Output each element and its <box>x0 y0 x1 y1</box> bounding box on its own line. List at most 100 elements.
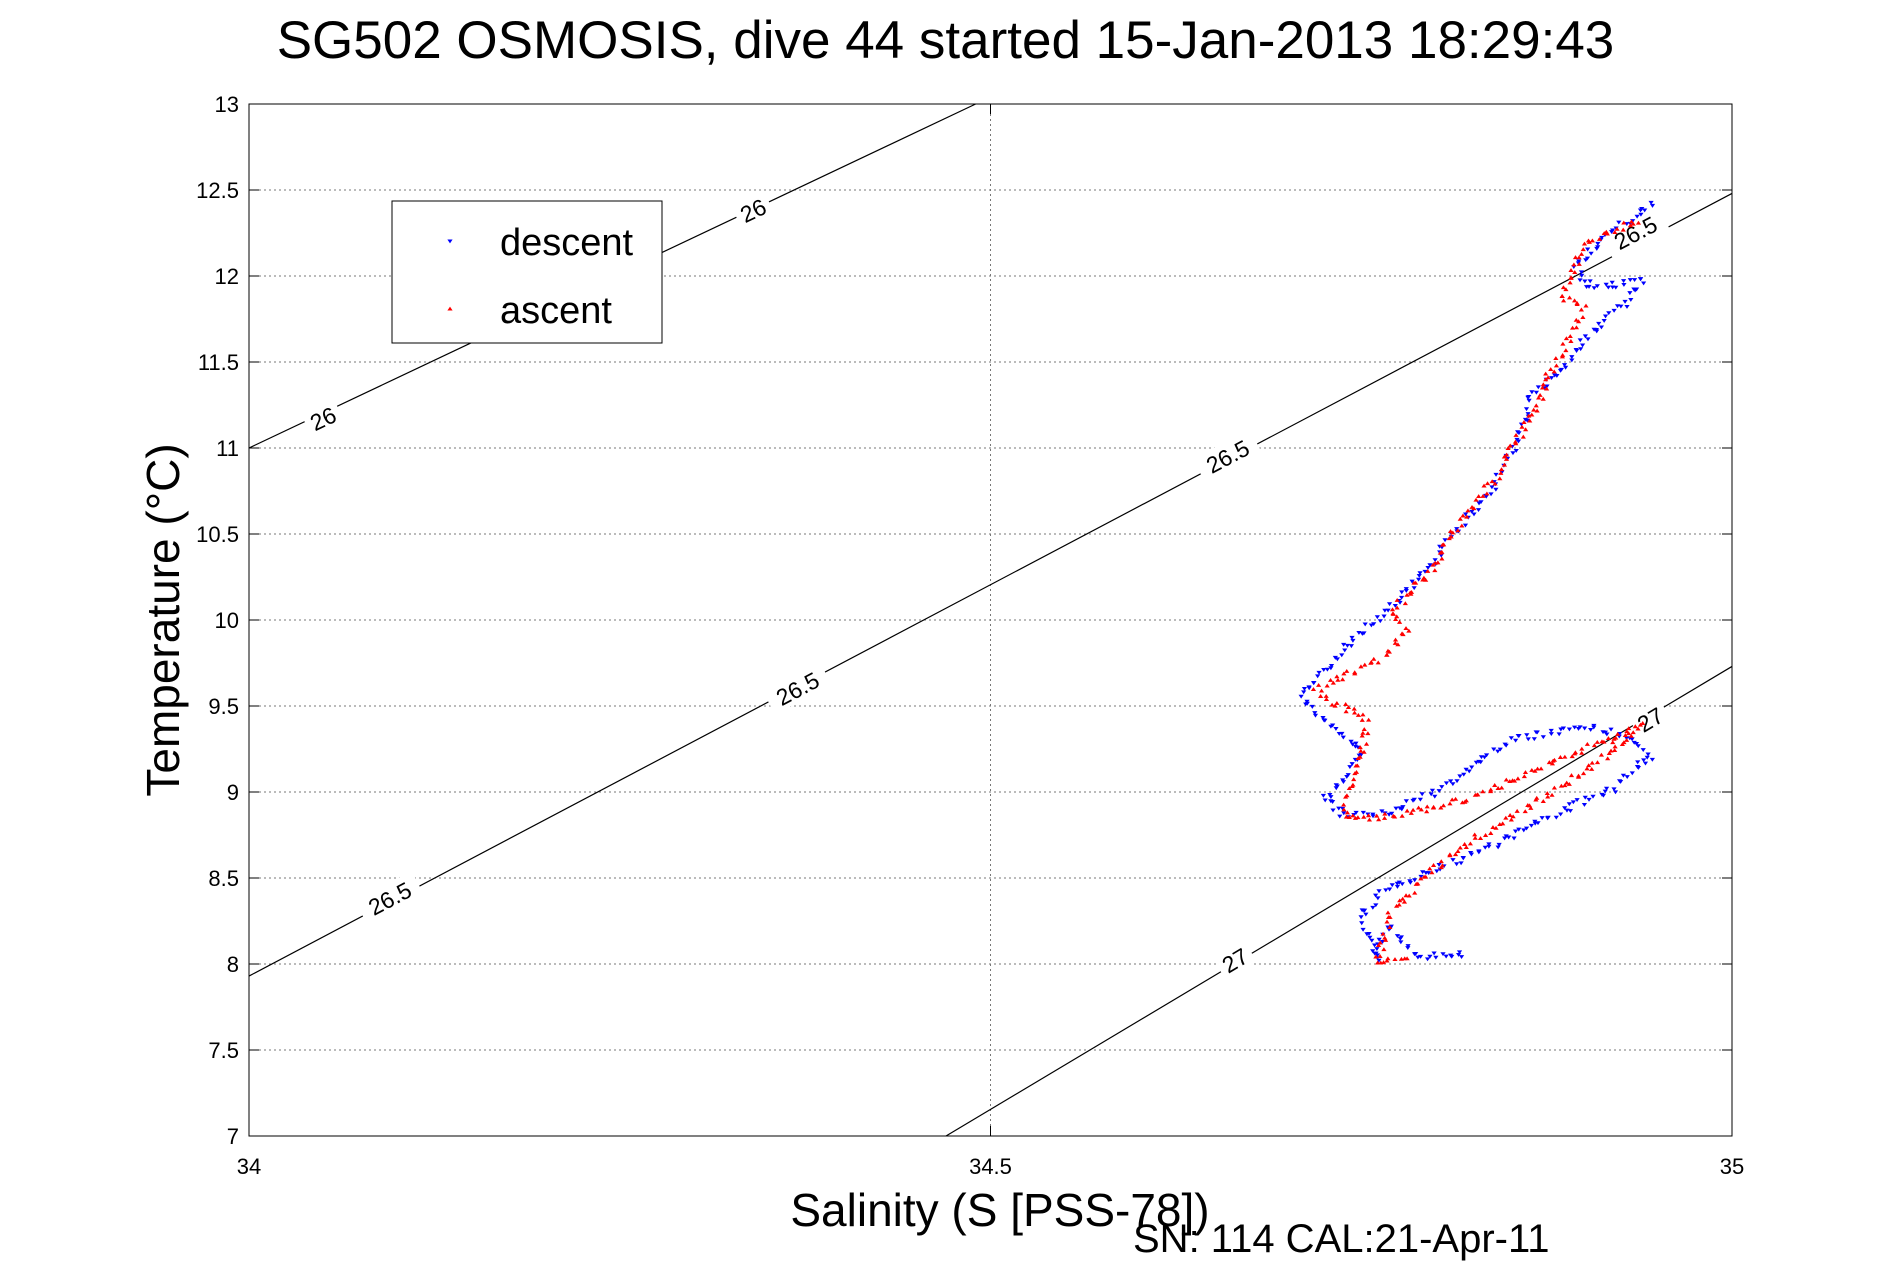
descent-point <box>1367 935 1373 940</box>
descent-point <box>1622 299 1628 304</box>
descent-point <box>1399 595 1405 600</box>
descent-point <box>1340 778 1346 783</box>
ascent-point <box>1415 805 1422 810</box>
descent-point <box>1432 558 1438 563</box>
ascent-point <box>1546 760 1552 765</box>
ascent-point <box>1563 336 1570 341</box>
ascent-point <box>1513 433 1519 437</box>
ascent-point <box>1529 412 1535 417</box>
descent-point <box>1341 642 1347 647</box>
ascent-point <box>1579 746 1585 751</box>
ascent-point <box>1450 530 1456 535</box>
descent-point <box>1624 304 1630 309</box>
ascent-point <box>1366 817 1373 822</box>
ascent-point <box>1423 874 1429 879</box>
ascent-point <box>1495 786 1501 790</box>
descent-point <box>1374 947 1380 952</box>
descent-point <box>1476 849 1482 854</box>
ascent-point <box>1447 852 1453 857</box>
y-axis-label: Temperature (°C) <box>137 443 189 797</box>
x-tick-label: 34 <box>237 1154 261 1179</box>
descent-point <box>1577 278 1583 283</box>
descent-point <box>1525 412 1531 417</box>
ascent-point <box>1586 240 1592 244</box>
descent-point <box>1634 765 1641 769</box>
descent-point <box>1412 878 1418 883</box>
descent-point <box>1608 727 1614 732</box>
ascent-point <box>1624 729 1630 734</box>
descent-point <box>1409 579 1415 584</box>
ascent-point <box>1376 817 1382 822</box>
descent-point <box>1493 487 1499 492</box>
ascent-point <box>1626 726 1632 731</box>
descent-point <box>1516 827 1522 832</box>
isopycnal-line <box>945 665 1733 1137</box>
descent-point <box>1638 212 1644 217</box>
ascent-point <box>1373 954 1379 959</box>
ascent-point <box>1447 801 1453 806</box>
ascent-point <box>1512 439 1519 444</box>
ascent-point <box>1472 832 1478 837</box>
ascent-point <box>1394 605 1400 610</box>
descent-point <box>1311 681 1317 685</box>
ascent-point <box>1513 441 1519 446</box>
descent-point <box>1407 879 1413 884</box>
ascent-point <box>1440 803 1447 808</box>
descent-point <box>1535 385 1541 390</box>
descent-point <box>1416 573 1422 578</box>
ascent-point <box>1361 814 1367 819</box>
descent-point <box>1620 773 1627 778</box>
ascent-point <box>1385 648 1391 653</box>
descent-point <box>1415 577 1422 582</box>
y-tick-label: 7 <box>227 1124 239 1149</box>
descent-point <box>1473 760 1479 765</box>
ascent-point <box>1438 805 1444 810</box>
descent-point <box>1320 715 1326 720</box>
ascent-point <box>1344 668 1350 673</box>
ascent-point <box>1549 761 1556 766</box>
ascent-point <box>1318 694 1324 698</box>
descent-point <box>1309 704 1315 709</box>
descent-point <box>1579 273 1585 278</box>
ascent-point <box>1481 483 1487 488</box>
isopycnal-label-bg <box>1600 205 1670 259</box>
descent-point <box>1398 940 1404 945</box>
descent-point <box>1410 798 1416 803</box>
descent-point <box>1526 394 1532 399</box>
ascent-point <box>1571 262 1577 267</box>
ascent-point <box>1560 298 1567 303</box>
ascent-point <box>1508 817 1514 822</box>
descent-point <box>1624 222 1630 227</box>
descent-point <box>1526 398 1532 403</box>
ascent-point <box>1344 810 1350 815</box>
descent-point <box>1360 927 1366 932</box>
descent-point <box>1362 908 1368 913</box>
ascent-point <box>1365 813 1372 818</box>
ascent-point <box>1637 722 1644 727</box>
descent-point <box>1593 327 1599 332</box>
ascent-point <box>1594 740 1600 744</box>
ascent-point <box>1439 863 1446 868</box>
descent-point <box>1600 730 1606 735</box>
ascent-point <box>1560 285 1567 290</box>
x-tick-label: 34.5 <box>969 1154 1012 1179</box>
descent-point <box>1579 343 1586 348</box>
descent-point <box>1566 727 1572 732</box>
ascent-point <box>1384 958 1390 963</box>
descent-point <box>1544 816 1551 821</box>
descent-point <box>1486 842 1492 847</box>
descent-point <box>1370 814 1376 819</box>
ascent-point <box>1519 424 1525 429</box>
descent-point <box>1360 810 1366 815</box>
ascent-point <box>1358 748 1364 753</box>
ascent-point <box>1484 481 1491 486</box>
ascent-point <box>1535 395 1542 400</box>
descent-point <box>1649 203 1656 208</box>
ascent-point <box>1579 750 1585 755</box>
ascent-point <box>1520 434 1526 439</box>
ascent-point <box>1449 797 1455 802</box>
descent-point <box>1609 280 1615 285</box>
descent-point <box>1640 748 1646 753</box>
descent-point <box>1649 757 1655 762</box>
descent-point <box>1539 816 1545 821</box>
